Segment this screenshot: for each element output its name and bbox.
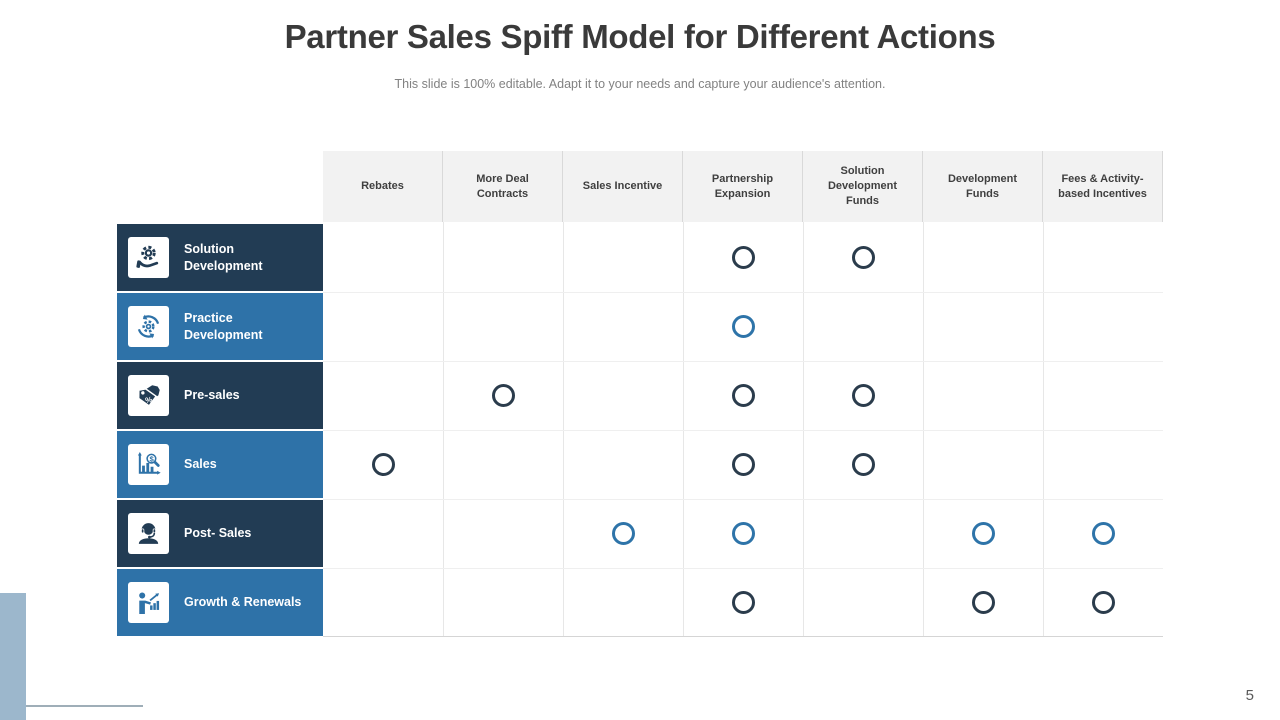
slide-subtitle: This slide is 100% editable. Adapt it to… [394, 77, 886, 91]
svg-text:$: $ [150, 454, 155, 463]
row-label: Sales [184, 457, 217, 472]
gear-hand-icon [128, 237, 169, 278]
gear-sync-icon [128, 306, 169, 347]
row-header-practice-development: Practice Development [117, 293, 323, 360]
table-bottom-border [323, 636, 1163, 637]
row-header-pre-sales: % Pre-sales [117, 362, 323, 429]
mark-circle-growth-renewals-development-funds [971, 591, 995, 614]
accent-underline [26, 705, 143, 707]
mark-circle-pre-sales-partnership-expansion [731, 384, 755, 407]
mark-circle-post-sales-fees-activity-based-incentives [1091, 522, 1115, 545]
growth-presenter-icon [128, 582, 169, 623]
row-header-sales: $ Sales [117, 431, 323, 498]
grid-line-vertical [1043, 222, 1044, 636]
column-header-solution-development-funds: Solution Development Funds [803, 151, 923, 222]
mark-circle-sales-solution-development-funds [851, 453, 875, 476]
grid-line-horizontal [323, 568, 1163, 569]
svg-text:%: % [145, 395, 153, 405]
mark-circle-sales-partnership-expansion [731, 453, 755, 476]
row-label: Solution Development [184, 242, 263, 273]
mark-circle-growth-renewals-fees-activity-based-incentives [1091, 591, 1115, 614]
column-header-partnership-expansion: Partnership Expansion [683, 151, 803, 222]
page-number: 5 [1245, 687, 1254, 704]
mark-circle-practice-development-partnership-expansion [731, 315, 755, 338]
accent-bar [0, 593, 26, 720]
row-label: Pre-sales [184, 388, 240, 403]
mark-circle-growth-renewals-partnership-expansion [731, 591, 755, 614]
column-header-fees-activity-based-incentives: Fees & Activity-based Incentives [1043, 151, 1163, 222]
mark-circle-sales-rebates [371, 453, 395, 476]
grid-line-horizontal [323, 499, 1163, 500]
row-label: Growth & Renewals [184, 595, 302, 610]
sales-magnifier-icon: $ [128, 444, 169, 485]
mark-circle-post-sales-partnership-expansion [731, 522, 755, 545]
headset-agent-icon [128, 513, 169, 554]
mark-circle-pre-sales-more-deal-contracts [491, 384, 515, 407]
grid-line-vertical [923, 222, 924, 636]
mark-circle-solution-development-solution-development-funds [851, 246, 875, 269]
grid-line-vertical [443, 222, 444, 636]
grid-line-vertical [683, 222, 684, 636]
row-label: Post- Sales [184, 526, 252, 541]
grid-line-vertical [803, 222, 804, 636]
slide-title: Partner Sales Spiff Model for Different … [284, 18, 996, 55]
mark-circle-pre-sales-solution-development-funds [851, 384, 875, 407]
column-headers: Rebates More Deal Contracts Sales Incentiv… [323, 151, 1163, 222]
spiff-matrix: Rebates More Deal Contracts Sales Incentiv… [117, 151, 1163, 638]
row-header-post-sales: Post- Sales [117, 500, 323, 567]
column-header-rebates: Rebates [323, 151, 443, 222]
grid-line-horizontal [323, 361, 1163, 362]
column-header-more-deal-contracts: More Deal Contracts [443, 151, 563, 222]
row-label: Practice Development [184, 311, 263, 342]
mark-circle-post-sales-development-funds [971, 522, 995, 545]
grid-line-horizontal [323, 430, 1163, 431]
mark-circle-post-sales-sales-incentive [611, 522, 635, 545]
column-header-sales-incentive: Sales Incentive [563, 151, 683, 222]
column-header-development-funds: Development Funds [923, 151, 1043, 222]
row-header-growth-renewals: Growth & Renewals [117, 569, 323, 636]
grid-line-vertical [563, 222, 564, 636]
price-tag-icon: % [128, 375, 169, 416]
grid-line-horizontal [323, 292, 1163, 293]
mark-circle-solution-development-partnership-expansion [731, 246, 755, 269]
row-header-solution-development: Solution Development [117, 224, 323, 291]
